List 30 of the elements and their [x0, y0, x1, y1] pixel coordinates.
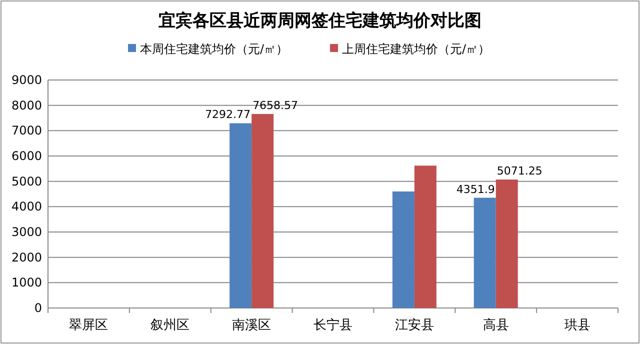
y-tick-label: 6000 [11, 149, 42, 163]
y-tick-label: 4000 [11, 200, 42, 214]
data-label: 5071.25 [496, 164, 542, 178]
x-tick-label: 高县 [482, 317, 509, 333]
x-tick-label: 南溪区 [232, 318, 272, 333]
x-tick-label: 叙州区 [150, 318, 190, 333]
x-tick-label: 翠屏区 [69, 318, 108, 333]
legend-label: 上周住宅建筑均价（元/㎡） [342, 42, 490, 56]
bar [496, 180, 518, 308]
data-label: 7658.57 [252, 98, 298, 112]
y-tick-label: 2000 [11, 250, 42, 264]
x-tick-label: 长宁县 [314, 317, 352, 333]
y-tick-label: 7000 [11, 124, 42, 138]
y-tick-label: 0 [34, 301, 42, 315]
data-label: 7292.77 [205, 108, 251, 122]
chart-title: 宜宾各区县近两周网签住宅建筑均价对比图 [158, 11, 482, 31]
bar [474, 198, 496, 308]
data-label: 4351.9 [456, 182, 495, 196]
legend-label: 本周住宅建筑均价（元/㎡） [140, 42, 288, 56]
y-tick-label: 1000 [11, 276, 42, 290]
bar [230, 123, 252, 308]
y-tick-label: 8000 [11, 98, 42, 112]
x-tick-label: 江安县 [394, 317, 434, 333]
y-tick-label: 9000 [11, 73, 42, 87]
bar [252, 114, 274, 308]
bar [414, 166, 436, 308]
y-tick-label: 5000 [11, 174, 42, 188]
bar [392, 191, 414, 308]
x-tick-label: 珙县 [564, 318, 590, 333]
y-tick-label: 3000 [11, 225, 42, 239]
